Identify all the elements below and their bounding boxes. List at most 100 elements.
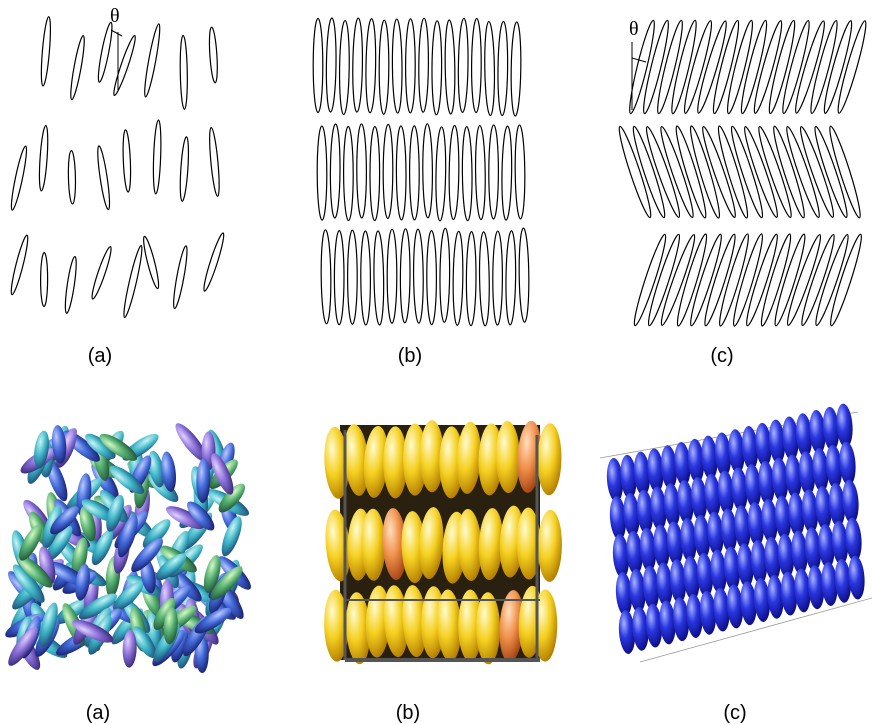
molecule-outline xyxy=(405,19,415,113)
molecule-outline xyxy=(738,19,771,114)
molecule-outline xyxy=(654,19,686,115)
molecule xyxy=(196,458,211,503)
molecule-outline xyxy=(471,18,481,112)
molecule-outline xyxy=(792,20,828,115)
molecule-outline xyxy=(63,256,78,314)
molecule-outline xyxy=(779,19,813,114)
molecule-outline xyxy=(743,233,781,327)
molecule-outline xyxy=(497,21,508,115)
molecule-outline xyxy=(453,231,464,325)
molecule-outline xyxy=(821,19,856,114)
molecule-outline xyxy=(373,231,384,325)
molecule-outline xyxy=(418,18,428,112)
molecule-outline xyxy=(121,245,144,318)
molecule-outline xyxy=(392,19,403,113)
molecule-outline xyxy=(141,236,161,290)
molecule-outline xyxy=(330,124,340,218)
molecule-outline xyxy=(383,124,393,218)
molecule-outline xyxy=(361,231,371,325)
angle-line xyxy=(111,30,122,36)
molecule-outline xyxy=(201,232,226,292)
molecule-outline xyxy=(427,231,437,325)
molecule-outline xyxy=(208,27,219,83)
molecule-outline xyxy=(515,125,526,219)
molecule-outline xyxy=(807,19,841,114)
panel-label: (c) xyxy=(723,702,746,724)
molecule xyxy=(537,423,562,495)
molecule-outline xyxy=(694,20,730,115)
molecule-outline xyxy=(766,19,799,114)
molecule-outline xyxy=(352,18,363,112)
molecule-outline xyxy=(343,127,353,221)
molecule-outline xyxy=(387,229,397,323)
molecule-outline xyxy=(475,126,486,220)
page: (a) (b) (c) (a) (b) (c) θ θ (() => { con… xyxy=(0,0,872,725)
molecule-outline xyxy=(208,127,221,196)
panel-label: (c) xyxy=(710,345,733,367)
molecule-outline xyxy=(111,34,138,96)
figure: (a) (b) (c) (a) (b) (c) θ θ xyxy=(0,0,872,725)
molecule-outline xyxy=(462,127,473,221)
molecule-outline xyxy=(409,126,419,220)
molecule-outline xyxy=(348,230,358,324)
molecule-outline xyxy=(317,126,327,220)
molecule-outline xyxy=(724,19,756,114)
molecule-outline xyxy=(640,19,672,115)
molecule-outline xyxy=(449,125,460,219)
molecule-outline xyxy=(400,229,410,323)
molecule-outline xyxy=(479,232,490,326)
panel-label: (a) xyxy=(88,345,112,367)
molecule-outline xyxy=(484,22,495,116)
molecule-outline xyxy=(95,145,111,210)
molecule-outline xyxy=(458,18,469,112)
molecule-outline xyxy=(466,232,476,326)
molecule-outline xyxy=(180,35,188,109)
molecule-outline xyxy=(365,19,376,113)
molecule-outline xyxy=(668,19,700,115)
molecule-outline xyxy=(370,127,380,221)
molecule-outline xyxy=(68,35,86,100)
molecule-outline xyxy=(179,137,190,202)
molecule-outline xyxy=(435,127,446,221)
molecule-outline xyxy=(489,125,499,219)
molecule-outline xyxy=(38,125,49,191)
molecule-outline xyxy=(440,228,450,322)
molecule-outline xyxy=(413,229,423,323)
molecule-outline xyxy=(313,18,323,112)
molecule-outline xyxy=(68,151,76,204)
molecule-outline xyxy=(339,20,350,114)
molecule-outline xyxy=(834,20,869,115)
molecule-outline xyxy=(171,245,189,309)
panel-label: (a) xyxy=(86,702,110,724)
molecule-outline xyxy=(326,18,337,112)
molecule-outline xyxy=(9,145,29,210)
molecule-outline xyxy=(357,124,367,218)
molecule-outline xyxy=(142,23,162,97)
molecule-outline xyxy=(152,120,162,194)
molecule xyxy=(537,510,562,582)
molecule-outline xyxy=(321,230,332,324)
molecule-outline xyxy=(751,19,786,114)
molecule-outline xyxy=(501,126,512,220)
molecule-outline xyxy=(493,231,503,325)
panel-label: (b) xyxy=(396,702,420,724)
angle-symbol: θ xyxy=(629,18,639,40)
molecule-outline xyxy=(379,20,389,114)
molecule-outline xyxy=(505,231,516,325)
molecule-outline xyxy=(510,22,521,116)
drawings xyxy=(2,16,872,673)
molecule-outline xyxy=(122,130,132,192)
molecule-outline xyxy=(89,245,113,300)
molecule-outline xyxy=(681,19,716,114)
molecule-outline xyxy=(444,20,455,114)
molecule-outline xyxy=(519,228,530,322)
molecule-outline xyxy=(710,19,743,114)
molecule-outline xyxy=(422,124,432,218)
molecule-outline xyxy=(334,231,344,325)
molecule-outline xyxy=(40,16,53,86)
panel-label: (b) xyxy=(398,345,422,367)
molecule-outline xyxy=(9,234,31,295)
molecule-outline xyxy=(40,253,47,307)
angle-symbol: θ xyxy=(110,5,120,27)
molecule-outline xyxy=(396,126,406,220)
